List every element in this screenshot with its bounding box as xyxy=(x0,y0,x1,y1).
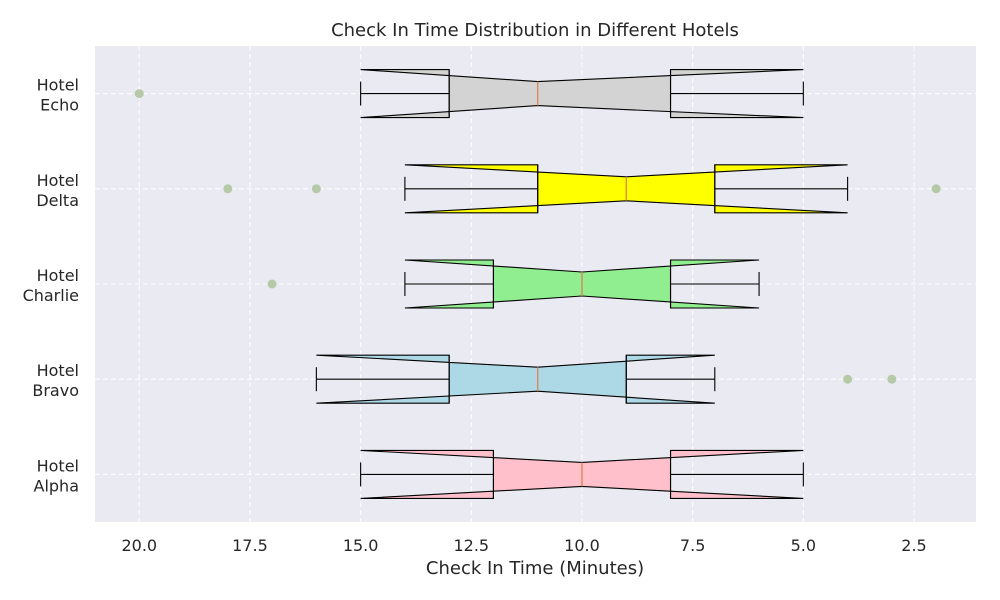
box-hotel-alpha xyxy=(360,449,804,499)
y-tick-label-line: Hotel xyxy=(37,171,79,190)
x-tick-labels: 20.0 17.5 15.0 12.5 10.0 7.5 5.0 2.5 xyxy=(121,536,926,555)
y-tick-label-line: Bravo xyxy=(32,381,79,400)
outlier-point xyxy=(311,184,321,194)
x-tick-label: 5.0 xyxy=(791,536,816,555)
y-tick-label: Hotel Bravo xyxy=(32,361,79,400)
outlier-point xyxy=(931,184,941,194)
outlier-point xyxy=(223,184,233,194)
x-tick-label: 12.5 xyxy=(453,536,489,555)
y-tick-label: Hotel Alpha xyxy=(34,456,80,495)
box-hotel-delta xyxy=(223,164,941,214)
y-tick-label-line: Hotel xyxy=(37,456,79,475)
x-tick-label: 10.0 xyxy=(564,536,600,555)
y-tick-label-line: Hotel xyxy=(37,266,79,285)
outlier-point xyxy=(267,279,277,289)
outlier-point xyxy=(134,89,144,99)
boxes xyxy=(134,69,941,499)
x-tick-label: 15.0 xyxy=(343,536,379,555)
x-tick-label: 2.5 xyxy=(901,536,926,555)
y-tick-label-line: Alpha xyxy=(34,476,80,495)
y-tick-label-line: Echo xyxy=(40,96,79,115)
x-axis-label: Check In Time (Minutes) xyxy=(426,558,644,579)
chart-title: Check In Time Distribution in Different … xyxy=(331,20,739,41)
y-tick-label-line: Hotel xyxy=(37,361,79,380)
y-tick-label-line: Hotel xyxy=(37,76,79,95)
y-tick-label-line: Charlie xyxy=(23,286,79,305)
box-hotel-charlie xyxy=(267,259,760,309)
y-tick-label: Hotel Echo xyxy=(37,76,79,115)
box-hotel-bravo xyxy=(315,354,897,404)
y-tick-label: Hotel Charlie xyxy=(23,266,79,305)
y-tick-label-line: Delta xyxy=(36,191,79,210)
outlier-point xyxy=(843,374,853,384)
x-tick-label: 7.5 xyxy=(680,536,705,555)
x-tick-label: 20.0 xyxy=(121,536,157,555)
outlier-point xyxy=(887,374,897,384)
x-tick-label: 17.5 xyxy=(232,536,268,555)
box-hotel-echo xyxy=(134,69,804,119)
y-tick-label: Hotel Delta xyxy=(36,171,79,210)
